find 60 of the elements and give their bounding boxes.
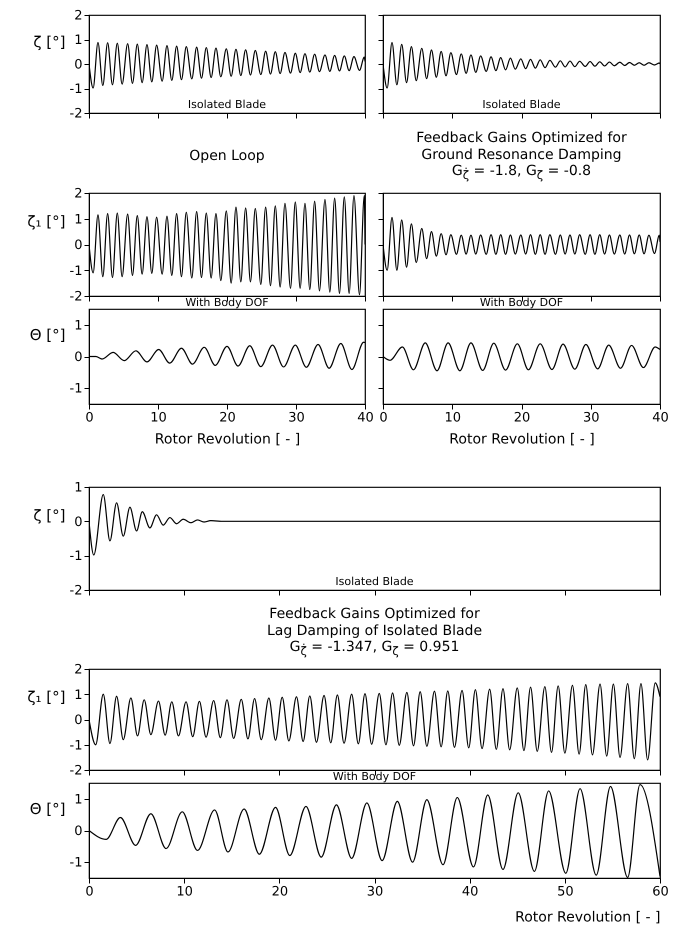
x-tick-label: 50 [557, 884, 574, 900]
y-tick-label: 1 [74, 318, 82, 334]
x-tick-label: 30 [288, 410, 305, 426]
x-tick-label: 30 [582, 410, 600, 426]
y-tick-label: 0 [74, 824, 82, 839]
x-axis-title: Rotor Revolution [ - ] [154, 432, 300, 448]
y-tick-label: -1 [70, 856, 82, 871]
chart-title: Open Loop [189, 148, 265, 164]
y-tick-label: -1 [70, 738, 82, 754]
x-tick-label: 30 [366, 884, 384, 900]
x-tick-label: 20 [514, 410, 530, 426]
y-tick-label: 1 [74, 33, 82, 48]
annotation: Isolated Blade [335, 575, 414, 588]
x-tick-label: 20 [219, 410, 236, 426]
y-tick-label: 2 [74, 8, 82, 24]
chart-title: Feedback Gains Optimized for Lag Damping of Isolated Blade G$_{ζ̇}$ = -1.347, G$_{ζ}$ = 0.951 [266, 606, 482, 658]
x-axis-title: Rotor Revolution [ - ] [515, 910, 660, 926]
annotation: Isolated Blade [482, 98, 561, 111]
x-tick-label: 10 [176, 884, 193, 900]
y-tick-label: -1 [70, 264, 82, 279]
annotation: With Body DOF [480, 296, 564, 309]
y-tick-label: 0 [74, 238, 82, 253]
x-tick-label: 40 [652, 410, 669, 426]
y-tick-label: 0 [74, 514, 82, 530]
y-tick-label: 0 [74, 713, 82, 728]
y-tick-label: -2 [70, 106, 82, 122]
y-tick-label: 1 [74, 480, 82, 496]
y-tick-label: 1 [74, 688, 82, 703]
y-tick-label: 1 [74, 212, 82, 228]
x-tick-label: 0 [85, 884, 94, 900]
y-axis-title: ζ₁ [°] [27, 688, 66, 706]
annotation: With Body DOF [185, 296, 269, 309]
y-axis-title: ζ [°] [33, 32, 66, 51]
y-axis-title: ζ [°] [33, 506, 66, 524]
y-tick-label: 1 [74, 792, 82, 808]
y-tick-label: 2 [74, 186, 82, 202]
y-axis-title: Θ [°] [30, 800, 66, 818]
annotation: Isolated Blade [188, 98, 266, 111]
y-tick-label: 2 [74, 662, 82, 678]
y-tick-label: -2 [70, 584, 82, 598]
x-tick-label: 20 [272, 884, 288, 900]
x-tick-label: 0 [379, 410, 388, 426]
y-axis-title: ζ₁ [°] [27, 212, 66, 230]
y-axis-title: Θ [°] [30, 326, 66, 344]
x-axis-title: Rotor Revolution [ - ] [449, 432, 595, 448]
annotation: With Body DOF [332, 770, 416, 783]
x-tick-label: 60 [652, 884, 669, 900]
x-tick-label: 40 [462, 884, 478, 900]
x-tick-label: 40 [357, 410, 374, 426]
y-tick-label: -1 [70, 82, 82, 97]
y-tick-label: -1 [70, 549, 82, 564]
y-tick-label: 0 [74, 350, 82, 365]
y-tick-label: -1 [70, 382, 82, 397]
x-tick-label: 10 [444, 410, 462, 426]
y-tick-label: 0 [74, 58, 82, 72]
x-tick-label: 10 [150, 410, 167, 426]
y-tick-label: -2 [70, 290, 82, 304]
x-tick-label: 0 [85, 410, 94, 426]
chart-title: Feedback Gains Optimized for Ground Resonance Damping G$_{ζ̇}$ = -1.8, G$_{ζ}$ = -0.8 [416, 130, 627, 182]
y-tick-label: -2 [70, 764, 82, 778]
